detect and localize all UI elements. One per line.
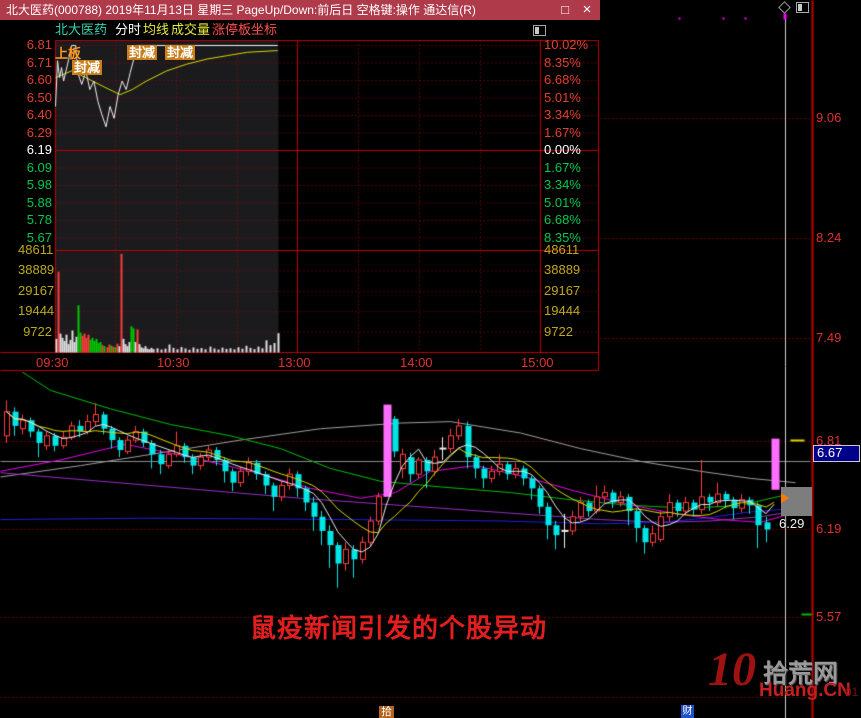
- inset-time-label: 15:00: [521, 355, 554, 370]
- menu-item-limit-coordinate[interactable]: 涨停板坐标: [212, 22, 278, 37]
- inset-price-label: 5.98: [26, 177, 52, 192]
- maximize-button[interactable]: □: [561, 2, 569, 17]
- inset-volume-label: 9722: [23, 323, 52, 339]
- menu-item-ma[interactable]: 均线: [143, 22, 170, 37]
- current-price-box: 6.67: [813, 445, 860, 462]
- window-title: 北大医药(000788) 2019年11月13日 星期三 PageUp/Down…: [6, 3, 476, 17]
- inset-price-label: 6.71: [26, 54, 52, 70]
- taskbar-icon-orange[interactable]: 拾: [379, 706, 394, 718]
- window-split-icon[interactable]: [796, 2, 809, 13]
- watermark-domain: Huang.CN: [759, 680, 851, 701]
- price-axis-label: 6.19: [816, 521, 842, 536]
- inset-volume-label: 48611: [544, 242, 580, 257]
- close-button[interactable]: ×: [582, 1, 592, 18]
- limit-board-label: 上板: [55, 46, 82, 61]
- seal-decrease-badge: 封减: [127, 45, 158, 60]
- inset-percent-label: 0.00%: [544, 142, 581, 157]
- inset-volume-label: 9722: [544, 323, 573, 339]
- inset-menu-bar: 北大医药 分时 均线 成交量 涨停板坐标: [0, 20, 600, 40]
- inset-percent-label: 5.01%: [544, 194, 581, 210]
- seal-decrease-badge: 封减: [72, 60, 103, 75]
- chart-annotation-text: 鼠疫新闻引发的个股异动: [250, 613, 548, 643]
- inset-volume-label: 38889: [544, 262, 581, 278]
- inset-percent-label: 3.34%: [544, 107, 581, 122]
- inset-percent-label: 1.67%: [544, 159, 581, 175]
- inset-time-label: 10:30: [157, 355, 190, 370]
- inset-percent-label: 8.35%: [544, 229, 581, 245]
- price-axis-label: 9.06: [816, 110, 842, 125]
- inset-volume-label: 48611: [18, 242, 54, 257]
- inset-percent-label: 5.01%: [544, 89, 581, 105]
- menu-item-fenshi[interactable]: 分时: [115, 22, 142, 37]
- inset-price-label: 6.40: [26, 107, 52, 122]
- price-axis-label: 6.81: [816, 433, 842, 448]
- current-price-value: 6.67: [817, 445, 843, 460]
- inset-percent-label: 6.68%: [544, 212, 581, 227]
- panel-toggle-icon[interactable]: [533, 25, 546, 36]
- inset-percent-label: 6.68%: [544, 72, 581, 87]
- inset-volume-label: 38889: [18, 262, 55, 278]
- inset-price-label: 6.29: [26, 124, 52, 140]
- inset-price-label: 6.50: [26, 89, 52, 105]
- inset-price-label: 5.78: [26, 212, 52, 227]
- inset-percent-label: 1.67%: [544, 124, 581, 140]
- inset-volume-label: 19444: [18, 303, 55, 319]
- taskbar-icon-finance[interactable]: 财: [681, 705, 694, 718]
- seal-decrease-badge: 封减: [165, 45, 196, 60]
- inset-time-label: 14:00: [400, 355, 433, 370]
- watermark-number: 10: [708, 643, 756, 696]
- price-axis-label: 7.49: [816, 330, 842, 345]
- price-axis-label: 5.57: [816, 609, 842, 624]
- inset-price-label: 5.88: [26, 194, 52, 210]
- inset-time-label: 13:00: [278, 355, 311, 370]
- inset-time-label: 09:30: [36, 355, 69, 370]
- orange-pointer-icon: [781, 493, 789, 503]
- watermark-site-name: 拾荒网: [763, 660, 839, 688]
- inset-volume-label: 29167: [544, 282, 581, 298]
- last-price-label: 6.29: [779, 516, 805, 531]
- inset-title-bar[interactable]: 北大医药(000788) 2019年11月13日 星期三 PageUp/Down…: [0, 0, 600, 20]
- inset-volume-label: 19444: [544, 303, 581, 319]
- stock-name-label: 北大医药: [55, 22, 108, 37]
- site-watermark: 10 拾荒网 Huang.CN 01: [708, 643, 861, 706]
- watermark-suffix: 01: [845, 685, 859, 699]
- inset-percent-label: 8.35%: [544, 54, 581, 70]
- intraday-window: 北大医药(000788) 2019年11月13日 星期三 PageUp/Down…: [0, 0, 600, 372]
- inset-price-label: 6.81: [26, 37, 52, 52]
- inset-price-label: 6.60: [26, 72, 52, 87]
- intraday-chart[interactable]: [0, 0, 600, 372]
- price-axis-label: 8.24: [816, 230, 842, 245]
- inset-price-label: 5.67: [26, 229, 52, 245]
- inset-percent-label: 10.02%: [544, 37, 589, 52]
- inset-price-label: 6.09: [26, 159, 52, 175]
- menu-item-volume[interactable]: 成交量: [171, 22, 211, 37]
- inset-price-label: 6.19: [26, 142, 52, 157]
- inset-volume-label: 29167: [18, 282, 55, 298]
- inset-percent-label: 3.34%: [544, 177, 581, 192]
